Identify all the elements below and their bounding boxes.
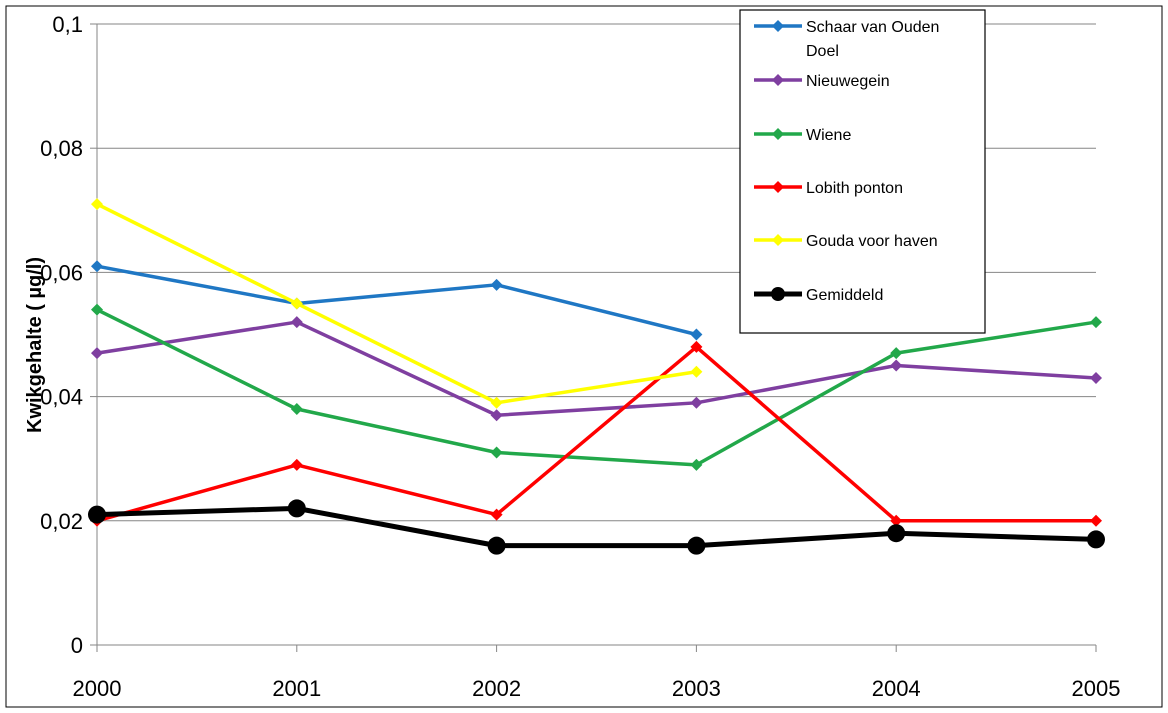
legend-item: Gouda voor haven xyxy=(754,233,938,250)
chart-frame xyxy=(5,5,1163,708)
data-point-marker xyxy=(490,396,503,409)
series-1 xyxy=(91,316,1102,422)
legend-label: Wiene xyxy=(806,127,851,144)
data-point-marker xyxy=(690,340,703,353)
x-tick-label: 2001 xyxy=(272,676,321,701)
legend-item: Schaar van Ouden Doel xyxy=(754,19,939,60)
series-line xyxy=(96,308,1097,467)
x-tick-label: 2003 xyxy=(672,676,721,701)
data-point-marker xyxy=(772,128,784,140)
x-tick-label: 2000 xyxy=(73,676,122,701)
x-tick-label: 2004 xyxy=(872,676,921,701)
y-tick-label: 0,1 xyxy=(52,12,83,37)
data-point-marker xyxy=(490,508,503,521)
data-point-marker xyxy=(1087,530,1105,549)
series-lines xyxy=(88,198,1105,555)
data-point-marker xyxy=(890,347,903,360)
y-axis-label: Kwikgehalte ( µg/l) xyxy=(24,257,46,433)
data-point-marker xyxy=(890,359,903,372)
x-tick-label: 2002 xyxy=(472,676,521,701)
data-point-marker xyxy=(91,198,103,211)
series-line xyxy=(96,505,1097,549)
legend: Schaar van Ouden Doel Nieuwegein Wiene Lobit… xyxy=(739,9,986,334)
x-tick-label: 2005 xyxy=(1072,676,1121,701)
legend-item: Lobith ponton xyxy=(754,180,903,197)
data-point-marker xyxy=(290,403,303,416)
data-point-marker xyxy=(290,297,303,310)
data-point-marker xyxy=(1090,371,1102,384)
y-tick-label: 0,02 xyxy=(40,509,83,534)
y-tick-labels: 0 0,02 0,04 0,06 0,08 0,1 xyxy=(40,12,83,658)
data-point-marker xyxy=(88,505,106,524)
legend-label: Lobith ponton xyxy=(806,180,903,197)
data-point-marker xyxy=(687,536,706,555)
data-point-marker xyxy=(690,328,703,341)
data-point-marker xyxy=(290,316,303,329)
series-line xyxy=(96,202,697,405)
y-tick-label: 0,04 xyxy=(40,385,83,410)
data-point-marker xyxy=(287,499,306,518)
data-point-marker xyxy=(290,458,303,471)
legend-label: Gouda voor haven xyxy=(806,233,938,250)
data-point-marker xyxy=(772,74,784,86)
data-point-marker xyxy=(772,20,784,32)
data-point-marker xyxy=(1090,316,1102,329)
axes xyxy=(90,23,1097,652)
data-point-marker xyxy=(487,536,506,555)
data-point-marker xyxy=(690,396,703,409)
legend-item: Nieuwegein xyxy=(754,73,890,90)
data-point-marker xyxy=(91,303,103,316)
data-point-marker xyxy=(771,287,785,301)
data-point-marker xyxy=(772,181,784,193)
series-2 xyxy=(91,303,1102,471)
data-point-marker xyxy=(887,524,906,543)
data-point-marker xyxy=(690,365,703,378)
series-5 xyxy=(88,499,1105,555)
legend-label: Schaar van Ouden Doel xyxy=(806,19,939,60)
series-line xyxy=(96,345,1096,523)
legend-box xyxy=(739,9,986,334)
data-point-marker xyxy=(91,260,103,273)
data-point-marker xyxy=(490,409,503,422)
y-tick-label: 0,08 xyxy=(40,136,83,161)
legend-label: Gemiddeld xyxy=(806,287,883,304)
legend-label: Nieuwegein xyxy=(806,73,890,90)
series-4 xyxy=(91,198,703,409)
series-3 xyxy=(91,340,1102,527)
y-tick-label: 0 xyxy=(71,633,83,658)
data-point-marker xyxy=(772,234,784,246)
x-tick-labels: 2000 2001 2002 2003 2004 2005 xyxy=(73,676,1121,701)
data-point-marker xyxy=(890,514,903,527)
data-point-marker xyxy=(91,347,103,360)
data-point-marker xyxy=(490,446,503,459)
legend-item: Wiene xyxy=(754,127,851,144)
data-point-marker xyxy=(690,458,703,471)
data-point-marker xyxy=(1090,514,1102,527)
series-line xyxy=(96,320,1097,417)
data-point-marker xyxy=(490,278,503,291)
y-tick-label: 0,06 xyxy=(40,260,83,285)
series-line xyxy=(96,264,697,337)
legend-item: Gemiddeld xyxy=(754,287,883,304)
